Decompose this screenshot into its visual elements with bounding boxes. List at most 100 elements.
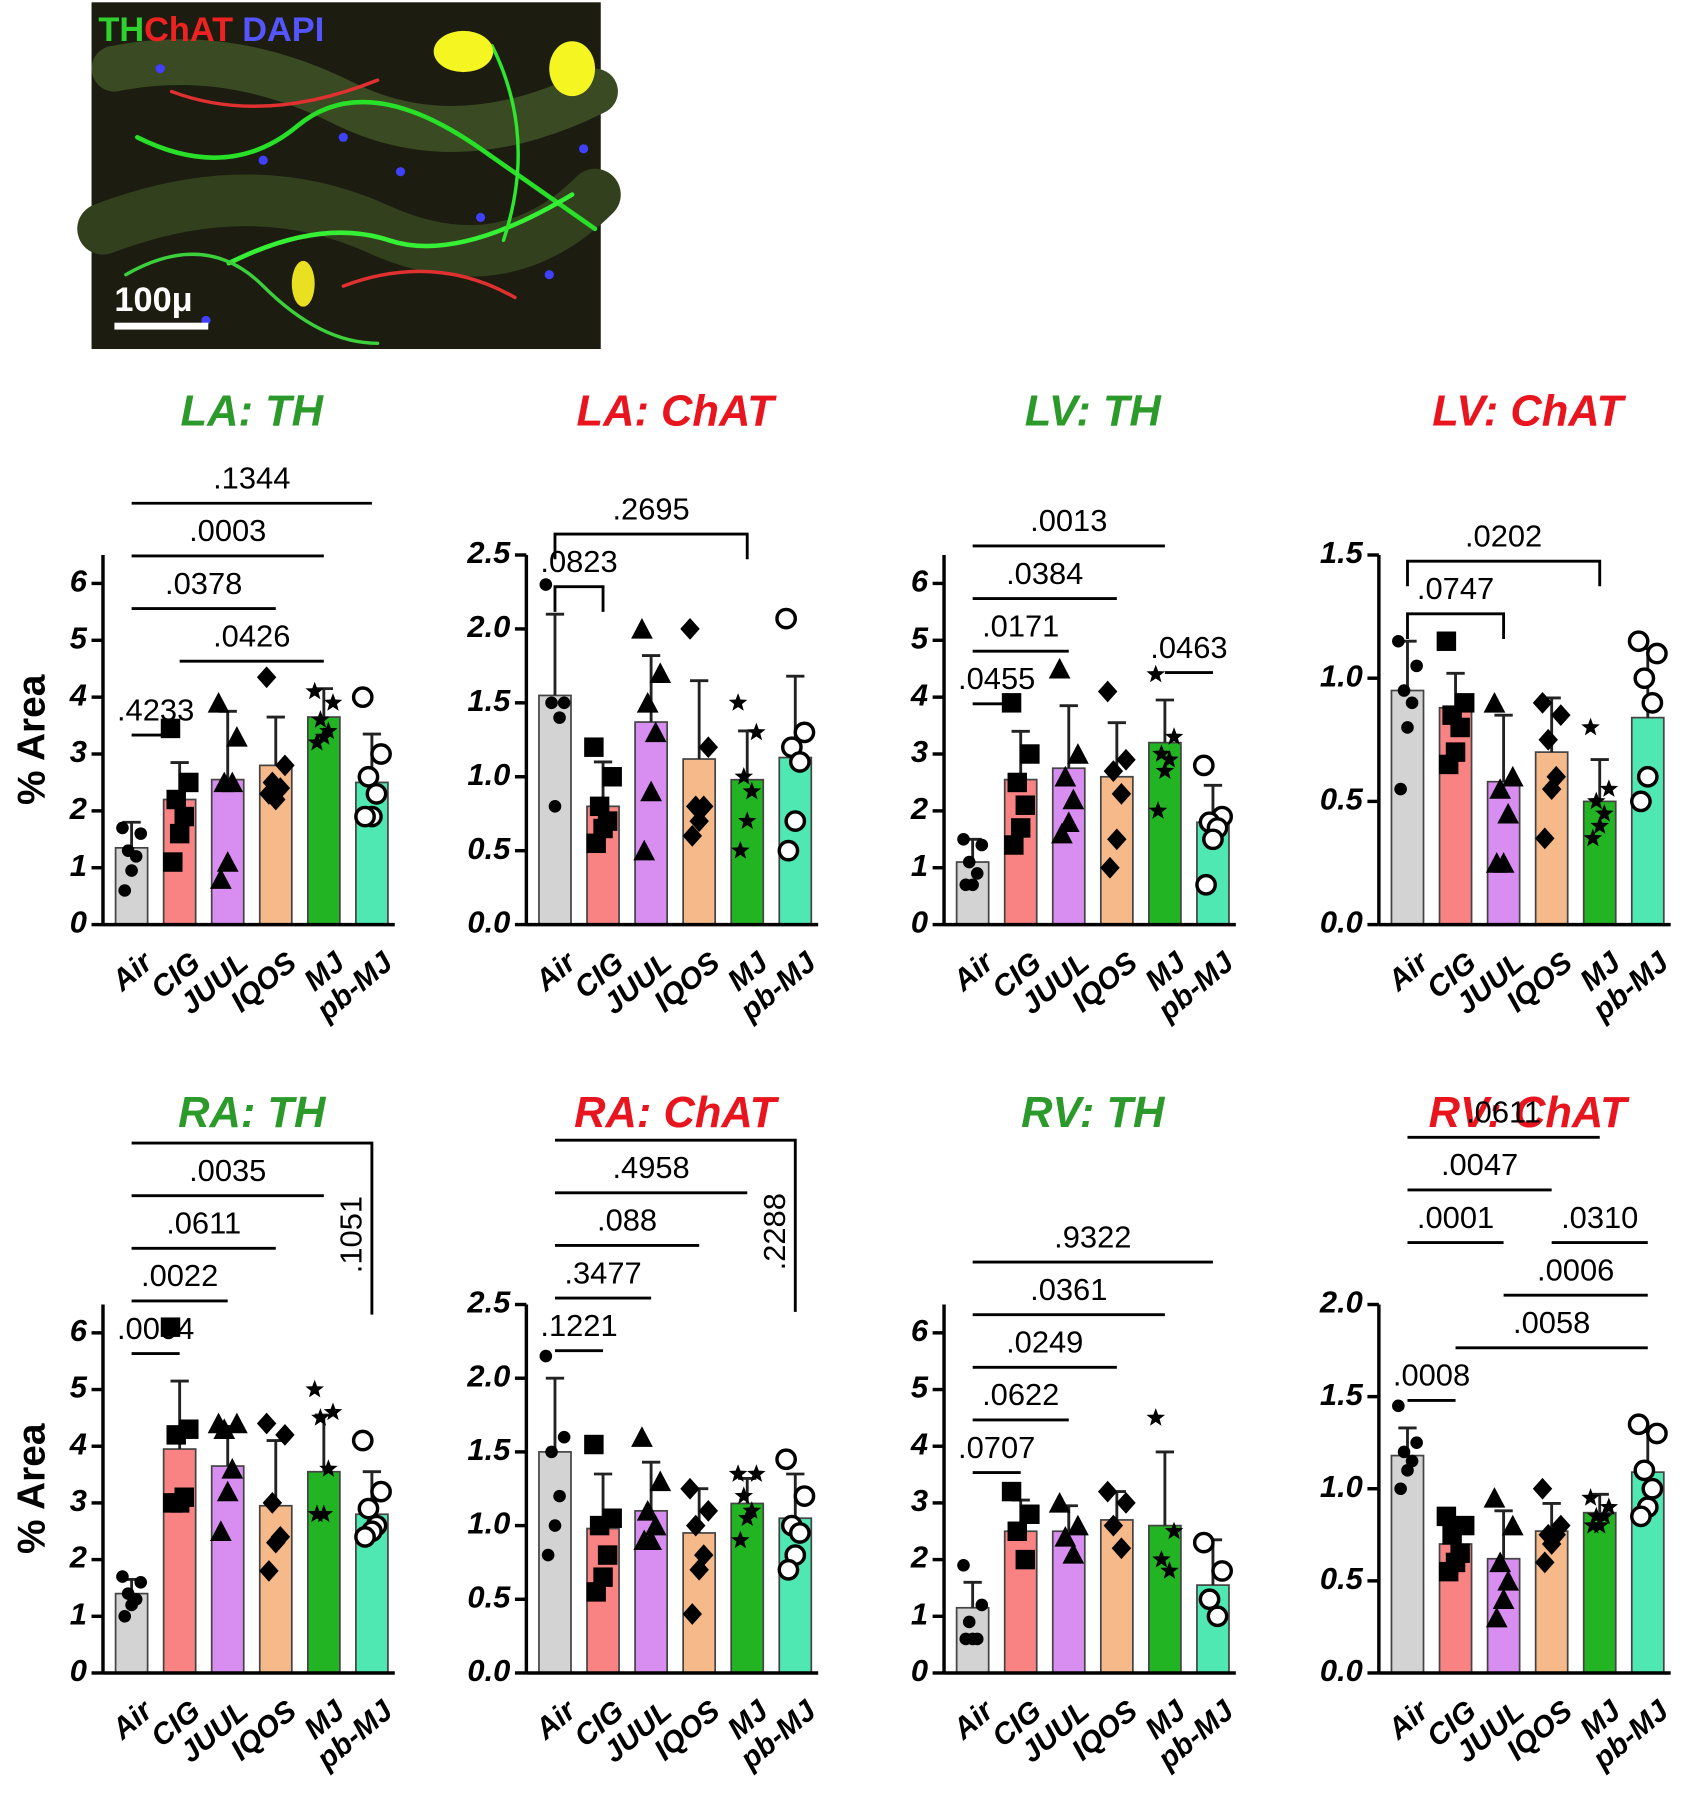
data-point [1007,1521,1028,1541]
data-point [118,884,132,897]
y-tick-label: 3 [911,734,928,769]
y-tick-label: 2.5 [466,535,511,570]
data-point [365,782,388,805]
data-point [731,840,750,859]
data-point [275,754,295,777]
data-point [1100,856,1120,879]
p-value-label: .0823 [540,544,617,579]
y-tick-label: 1.5 [467,1432,511,1467]
data-point [649,662,672,683]
data-point [319,721,338,740]
chart-title: RV: ChAT [1429,1089,1630,1137]
data-point [307,732,327,751]
p-value-label: .2288 [757,1193,792,1270]
data-point [1627,1413,1650,1436]
y-tick-label: 2.0 [466,609,510,644]
data-point [959,878,973,892]
y-tick-label: 2 [910,791,928,826]
data-point [163,852,183,872]
data-point [682,825,703,847]
data-point [734,767,754,785]
p-value-label: .0426 [213,618,290,653]
error-bar [1590,758,1609,802]
p-value-label: .0707 [958,1430,1035,1465]
y-tick-label: 0.0 [467,905,510,940]
data-point [1107,828,1127,851]
p-value-label: .3477 [564,1255,641,1290]
bar [778,1517,813,1674]
data-point [307,1504,327,1523]
data-point [1497,802,1520,824]
data-point [1097,1480,1118,1503]
y-tick-label: 1.5 [467,683,511,718]
data-point [1630,1505,1652,1528]
y-tick-label: 5 [70,1370,88,1405]
data-point [1583,1515,1603,1534]
error-bar [1155,698,1175,743]
p-value-label: .9322 [1054,1219,1131,1254]
p-value-label: .0022 [141,1258,218,1293]
y-tick-label: 2.5 [466,1285,511,1320]
data-point [259,1560,279,1582]
data-point [266,788,286,811]
error-bar [1155,1450,1175,1526]
data-point [957,1558,970,1572]
data-point [1541,1533,1562,1555]
data-point [584,1434,604,1455]
data-point [1532,691,1553,714]
data-point [548,1519,562,1532]
data-point [1485,852,1508,873]
data-point [784,810,807,832]
y-axis-label: % Area [11,674,54,805]
p-value-label: .0171 [982,608,1059,643]
p-value-label: .0003 [189,513,266,548]
data-point [1397,1445,1411,1459]
p-value-label: .0384 [1006,556,1083,591]
y-tick-label: 1.5 [1320,1377,1364,1412]
x-tick-label: Air [1381,945,1436,998]
data-point [1410,1436,1423,1449]
scale-bar-label: 100μ [114,281,192,319]
data-point [689,810,709,832]
data-point [1551,704,1571,727]
data-point [1646,642,1668,665]
p-value-label: .0310 [1561,1200,1638,1235]
micrograph-nuclei [155,64,589,325]
p-value-label: .2695 [612,491,689,526]
data-point [539,1349,553,1363]
significance-bracket [554,1138,797,1312]
data-point [1111,1537,1132,1560]
data-point [129,850,143,863]
data-point [323,1402,343,1421]
y-tick-label: 6 [70,1313,88,1348]
significance-bracket [553,532,749,560]
data-point [1394,782,1407,796]
data-point [631,1426,653,1447]
data-point [589,1515,610,1536]
significance-bracket [553,585,605,612]
data-point [125,1598,138,1612]
p-value-label: .4233 [117,692,194,727]
data-point [698,1499,719,1522]
data-point [970,867,984,880]
significance-bracket [131,1141,374,1315]
micrograph-labels: THChAT DAPI [98,11,324,49]
y-tick-label: 1.0 [467,757,510,792]
data-point [557,696,571,710]
data-point [793,721,816,744]
data-point [1450,717,1470,738]
data-point [1492,1588,1515,1610]
data-point [548,800,562,813]
data-point [1535,827,1555,850]
data-point [788,1522,811,1544]
data-point [163,1493,183,1513]
bar [1438,706,1473,926]
data-point [686,1514,706,1537]
p-value-label: .0001 [1417,1200,1494,1235]
data-point [174,806,194,827]
data-point [959,1632,973,1646]
data-point [354,805,376,828]
p-value-label: .0249 [1006,1325,1083,1360]
data-point [1054,765,1077,787]
